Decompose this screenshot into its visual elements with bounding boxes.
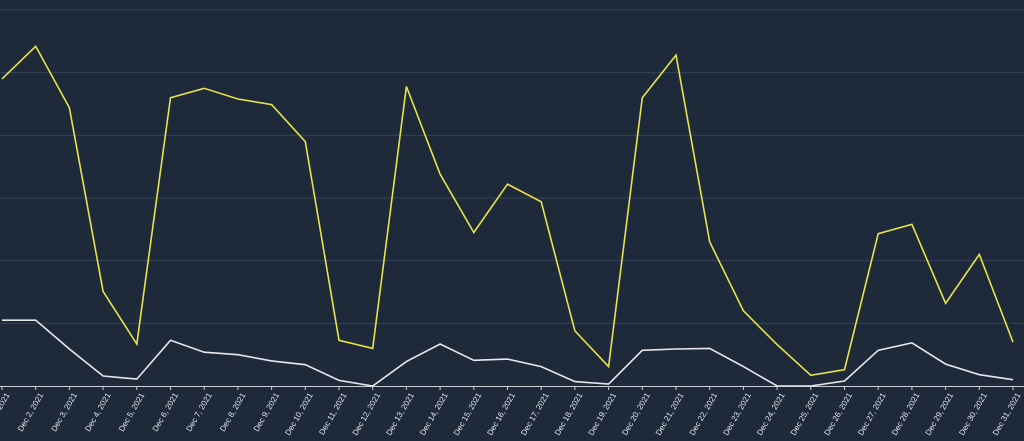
x-tick-label: Dec 19, 2021 <box>587 391 619 437</box>
x-tick-label: Dec 1, 2021 <box>0 391 12 433</box>
x-tick-label: Dec 11, 2021 <box>317 391 349 437</box>
x-tick-label: Dec 17, 2021 <box>519 391 551 437</box>
x-tick-label: Dec 7, 2021 <box>184 391 214 433</box>
x-tick-label: Dec 24, 2021 <box>755 391 787 437</box>
x-tick-label: Dec 18, 2021 <box>553 391 585 437</box>
x-tick-label: Dec 22, 2021 <box>688 391 720 437</box>
x-tick-label: Dec 6, 2021 <box>151 391 181 433</box>
x-tick-label: Dec 10, 2021 <box>283 391 315 437</box>
x-tick-label: Dec 30, 2021 <box>957 391 989 437</box>
x-tick-label: Dec 2, 2021 <box>16 391 46 433</box>
x-axis <box>0 386 1024 390</box>
x-tick-label: Dec 15, 2021 <box>452 391 484 437</box>
x-tick-label: Dec 5, 2021 <box>117 391 147 433</box>
x-tick-label: Dec 28, 2021 <box>890 391 922 437</box>
x-tick-label: Dec 12, 2021 <box>351 391 383 437</box>
x-tick-label: Dec 26, 2021 <box>822 391 854 437</box>
x-tick-label: Dec 25, 2021 <box>789 391 821 437</box>
x-tick-label: Dec 14, 2021 <box>418 391 450 437</box>
x-tick-label: Dec 23, 2021 <box>721 391 753 437</box>
x-tick-label: Dec 4, 2021 <box>83 391 113 433</box>
x-tick-label: Dec 9, 2021 <box>252 391 282 433</box>
x-tick-label: Dec 21, 2021 <box>654 391 686 437</box>
x-tick-label: Dec 8, 2021 <box>218 391 248 433</box>
x-tick-label: Dec 27, 2021 <box>856 391 888 437</box>
x-tick-label: Dec 13, 2021 <box>384 391 416 437</box>
x-tick-label: Dec 20, 2021 <box>620 391 652 437</box>
x-tick-label: Dec 16, 2021 <box>485 391 517 437</box>
x-tick-label: Dec 31, 2021 <box>991 391 1023 437</box>
x-tick-label: Dec 3, 2021 <box>50 391 80 433</box>
series-line-1 <box>1 44 1014 377</box>
grid-lines <box>0 9 1024 324</box>
x-tick-label: Dec 29, 2021 <box>924 391 956 437</box>
series-lines <box>1 44 1014 387</box>
series-line-2 <box>2 319 1014 387</box>
